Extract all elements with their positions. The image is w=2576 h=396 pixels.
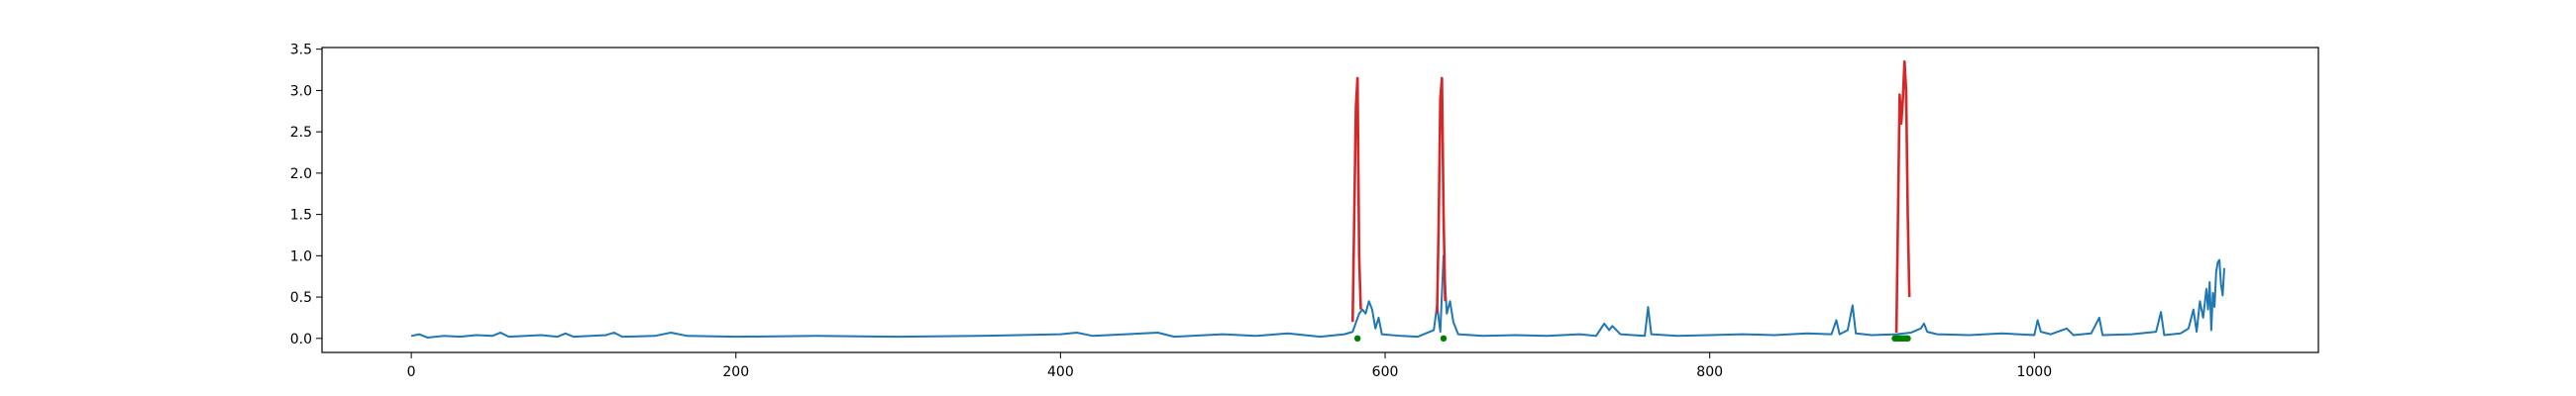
y-tick-label: 1.5 xyxy=(290,208,312,224)
series-line-1 xyxy=(1350,76,1362,323)
y-tick-label: 3.5 xyxy=(290,43,312,58)
series-line-0 xyxy=(410,254,2225,339)
marker-point-0 xyxy=(1353,335,1361,343)
x-tick-label: 0 xyxy=(407,364,416,380)
x-axis: 0 200 400 600 800 1000 xyxy=(407,352,2052,380)
x-tick-label: 800 xyxy=(1696,364,1723,380)
x-tick-label: 1000 xyxy=(2016,364,2052,380)
y-tick-label: 1.0 xyxy=(290,248,312,264)
marker-point-1 xyxy=(1440,335,1448,343)
y-tick-label: 2.5 xyxy=(290,125,312,141)
y-tick-label: 0.5 xyxy=(290,290,312,306)
y-tick-label: 3.0 xyxy=(290,83,312,99)
plot-background xyxy=(322,48,2318,352)
series-line-2 xyxy=(1436,76,1447,314)
y-axis: 0.0 0.5 1.0 1.5 2.0 2.5 3.0 3.5 xyxy=(290,43,322,347)
series-line-3 xyxy=(1894,59,1911,333)
y-tick-label: 0.0 xyxy=(290,332,312,347)
x-tick-label: 200 xyxy=(722,364,749,380)
x-tick-label: 600 xyxy=(1372,364,1399,380)
marker-layer xyxy=(1353,335,1911,343)
series-layer xyxy=(410,59,2225,339)
plot-frame xyxy=(321,47,2319,353)
marker-point-10 xyxy=(1904,335,1911,343)
y-tick-label: 2.0 xyxy=(290,166,312,182)
x-tick-label: 400 xyxy=(1047,364,1074,380)
